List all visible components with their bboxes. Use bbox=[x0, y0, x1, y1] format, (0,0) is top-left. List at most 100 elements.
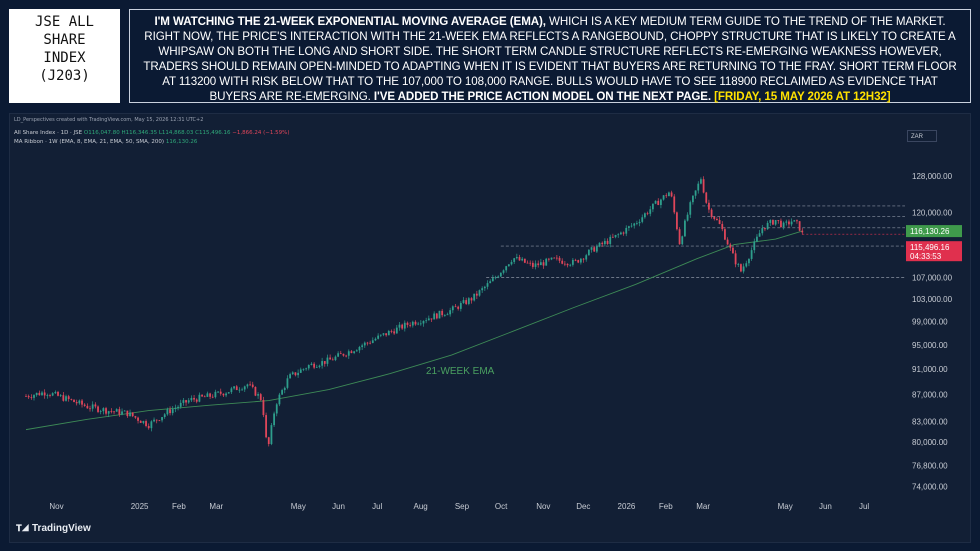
candle-body bbox=[313, 363, 316, 368]
candle-body bbox=[433, 313, 436, 320]
candle-body bbox=[150, 421, 153, 429]
x-tick-label: Jul bbox=[859, 502, 869, 511]
candle-body bbox=[390, 330, 393, 332]
x-tick-label: 2025 bbox=[131, 502, 149, 511]
candle-body bbox=[139, 420, 142, 423]
candle-body bbox=[137, 417, 139, 421]
ema-annotation: 21-WEEK EMA bbox=[426, 366, 495, 377]
y-tick-label: 95,000.00 bbox=[912, 341, 948, 350]
created-by-text: LD_Perspectives created with TradingView… bbox=[14, 117, 204, 123]
candle-body bbox=[174, 407, 177, 410]
candle-body bbox=[75, 402, 78, 404]
candle-body bbox=[425, 320, 428, 322]
candle-body bbox=[571, 259, 574, 265]
candle-body bbox=[585, 255, 588, 260]
x-tick-label: Sep bbox=[455, 502, 470, 511]
candle-body bbox=[459, 303, 462, 309]
currency-button[interactable]: ZAR bbox=[907, 130, 937, 142]
candle-body bbox=[267, 437, 270, 445]
candle-body bbox=[86, 405, 89, 409]
candle-body bbox=[566, 263, 569, 266]
candle-body bbox=[409, 324, 412, 326]
candle-body bbox=[230, 388, 233, 393]
candle-body bbox=[523, 258, 526, 263]
candle-body bbox=[467, 298, 470, 304]
candle-body bbox=[457, 306, 460, 309]
candle-body bbox=[94, 404, 97, 407]
candle-body bbox=[225, 393, 227, 396]
ema-line bbox=[25, 230, 803, 431]
candle-body bbox=[601, 242, 604, 245]
candle-body bbox=[689, 202, 692, 215]
chart-panel[interactable] bbox=[9, 113, 971, 543]
candle-body bbox=[377, 335, 380, 339]
candle-body bbox=[275, 404, 278, 414]
candle-body bbox=[558, 257, 561, 261]
candle-body bbox=[590, 247, 593, 250]
candle-body bbox=[414, 321, 417, 325]
ema-value-text: 116,130.26 bbox=[910, 227, 950, 236]
candle-body bbox=[702, 179, 705, 193]
candle-body bbox=[353, 351, 356, 354]
candle-body bbox=[756, 236, 758, 242]
ohlc-change: −1,866.24 (−1.59%) bbox=[232, 130, 290, 136]
candle-body bbox=[118, 409, 121, 415]
ohlc-open: O116,047.80 bbox=[83, 130, 120, 136]
ma-ribbon-name[interactable]: MA Ribbon · 1W (EMA, 8, EMA, 21, EMA, 50… bbox=[14, 139, 165, 145]
candle-body bbox=[35, 392, 38, 396]
candle-body bbox=[609, 236, 612, 244]
symbol-name[interactable]: All Share Index · 1D · JSE bbox=[14, 130, 83, 136]
y-tick-label: 74,000.00 bbox=[912, 482, 948, 491]
price-value-text: 115,496.16 bbox=[910, 243, 950, 252]
candle-body bbox=[748, 258, 750, 264]
x-tick-label: Mar bbox=[209, 502, 223, 511]
candle-body bbox=[182, 400, 185, 403]
candle-body bbox=[129, 412, 131, 417]
candle-body bbox=[222, 393, 225, 396]
candle-body bbox=[265, 415, 267, 438]
candle-body bbox=[46, 395, 49, 396]
index-title-card: JSE ALL SHARE INDEX (J203) bbox=[9, 9, 120, 103]
candle-body bbox=[542, 262, 545, 266]
candle-body bbox=[395, 327, 398, 334]
candle-body bbox=[57, 391, 59, 396]
candle-body bbox=[790, 221, 793, 225]
candle-body bbox=[41, 392, 43, 396]
candle-body bbox=[115, 409, 118, 412]
candle-body bbox=[382, 333, 385, 335]
candle-body bbox=[126, 410, 129, 417]
commentary-box: I'M WATCHING THE 21-WEEK EXPONENTIAL MOV… bbox=[129, 9, 971, 103]
x-tick-label: 2026 bbox=[618, 502, 636, 511]
candle-body bbox=[577, 260, 580, 263]
candle-body bbox=[438, 310, 441, 319]
candle-body bbox=[227, 392, 230, 394]
candle-body bbox=[692, 195, 694, 203]
candle-body bbox=[387, 330, 390, 336]
candle-body bbox=[766, 222, 769, 230]
candle-body bbox=[25, 396, 27, 397]
x-tick-label: Nov bbox=[536, 502, 550, 511]
candle-body bbox=[233, 386, 235, 389]
candle-body bbox=[606, 240, 609, 244]
candle-body bbox=[750, 250, 753, 259]
candle-body bbox=[625, 227, 628, 234]
candle-body bbox=[294, 372, 297, 376]
candle-body bbox=[734, 253, 737, 265]
candle-body bbox=[326, 357, 329, 364]
candle-body bbox=[393, 331, 396, 334]
candle-body bbox=[345, 355, 348, 357]
candle-body bbox=[158, 420, 161, 422]
y-tick-label: 103,000.00 bbox=[912, 295, 953, 304]
candle-body bbox=[321, 361, 324, 366]
candle-body bbox=[798, 221, 801, 231]
price-value-tag bbox=[906, 241, 962, 262]
candle-body bbox=[147, 426, 150, 429]
candle-body bbox=[742, 266, 745, 272]
candle-body bbox=[545, 258, 548, 266]
candle-body bbox=[705, 192, 708, 203]
commentary-date: [FRIDAY, 15 MAY 2026 AT 12H32] bbox=[711, 90, 891, 103]
x-tick-label: Jun bbox=[332, 502, 345, 511]
candle-body bbox=[449, 310, 452, 315]
candle-body bbox=[550, 257, 553, 260]
